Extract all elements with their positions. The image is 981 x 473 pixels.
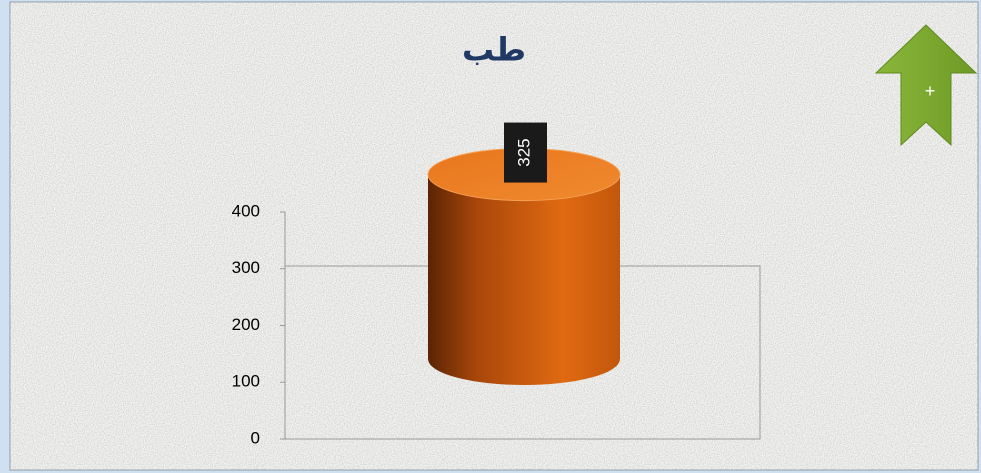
cylinder-body [428,174,620,385]
bar [427,148,621,385]
y-tick-label: 100 [232,372,260,391]
y-tick-label: 0 [251,428,260,447]
data-label: 325 [514,138,533,166]
chart-title: طب [462,31,526,67]
nav-arrow[interactable] [874,24,978,147]
y-tick-label: 400 [232,201,260,220]
data-label-box [504,122,547,183]
nav-label[interactable]: + [925,81,936,101]
plot: 0 100 200 300 400 325 [232,122,621,447]
y-tick-label: 300 [232,258,260,277]
y-tick-label: 200 [232,315,260,334]
